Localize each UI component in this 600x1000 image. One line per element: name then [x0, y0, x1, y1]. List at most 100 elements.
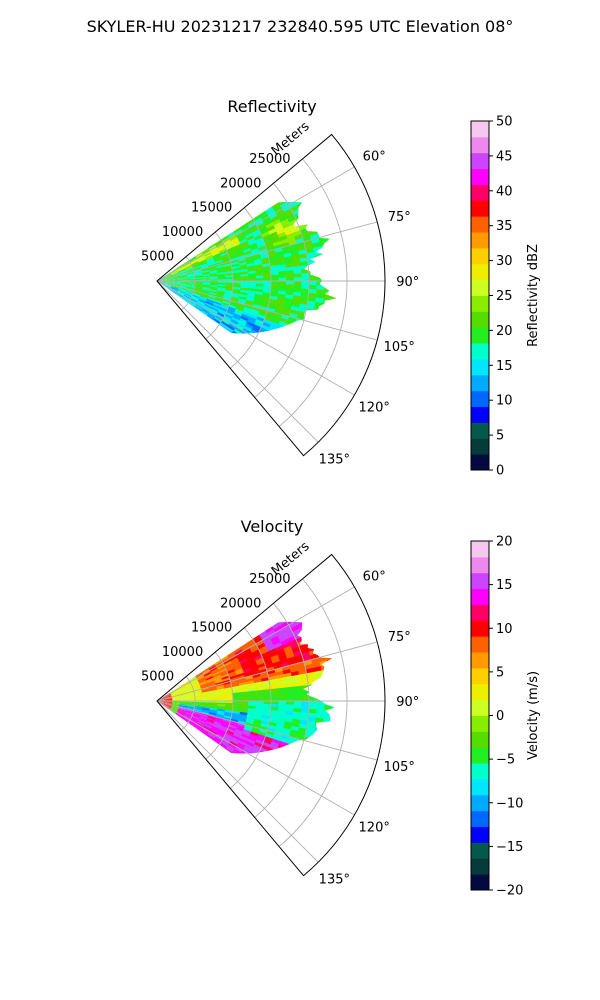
radar-cell [303, 201, 314, 206]
radar-cell [301, 376, 311, 385]
radial-axis-label: Meters [269, 119, 313, 159]
radar-cell [323, 644, 333, 652]
colorbar-tick-label: 50 [496, 115, 513, 130]
range-ring [254, 183, 310, 398]
radar-cell [302, 632, 313, 641]
radial-tick-label: 20000 [220, 596, 261, 611]
radar-cell [316, 267, 325, 274]
colorbar-swatch [471, 699, 489, 716]
radar-cell [308, 746, 318, 754]
radar-cell [292, 376, 301, 385]
radar-cell [315, 683, 325, 689]
radar-cell [304, 181, 314, 190]
range-ring [254, 603, 310, 818]
radar-cell [313, 337, 322, 344]
radar-cell [327, 732, 336, 740]
radar-cell [301, 766, 310, 774]
radar-cell [316, 646, 326, 654]
radar-cell [304, 636, 314, 645]
colorbar-tick-label: 5 [496, 429, 504, 444]
radar-cell [309, 209, 320, 218]
radar-cell [330, 677, 336, 684]
radar-cell [316, 626, 327, 635]
radar-cell [238, 335, 246, 342]
colorbar-swatch [471, 136, 489, 154]
radar-cell [323, 330, 333, 334]
radar-cell [285, 343, 294, 350]
range-ring [205, 651, 234, 760]
radar-cell [255, 350, 264, 358]
radar-cell [312, 314, 321, 321]
radar-cell [313, 638, 323, 646]
radar-cell [297, 186, 306, 194]
colorbar-swatch [471, 715, 489, 732]
radar-cell [331, 271, 337, 277]
radar-cell [272, 337, 281, 344]
radar-cell [328, 308, 337, 315]
azimuth-spoke [156, 641, 378, 702]
radar-cell [299, 204, 309, 213]
radar-cell [320, 215, 330, 224]
radar-cell [305, 201, 316, 210]
figure-title: SKYLER-HU 20231217 232840.595 UTC Elevat… [87, 17, 514, 36]
colorbar-swatch [471, 438, 489, 455]
radar-cell [284, 746, 294, 754]
radar-cell [331, 281, 337, 287]
radar-cell [257, 347, 266, 354]
radar-cell [307, 625, 318, 634]
radar-cell [265, 769, 274, 777]
colorbar-swatch [471, 874, 489, 891]
range-ring [278, 158, 348, 427]
colorbar-swatch [471, 263, 489, 281]
colorbar-tick-label: −5 [496, 753, 515, 768]
radar-cell [327, 242, 337, 250]
colorbar-swatch [471, 667, 489, 685]
radar-cell [322, 253, 331, 260]
radar-cell [255, 770, 264, 778]
radar-cell [327, 662, 336, 670]
radar-cell [314, 752, 324, 754]
colorbar-tick-label: 0 [496, 709, 504, 724]
radar-cell [283, 750, 293, 754]
radar-cell [297, 788, 306, 796]
colorbar-swatch [471, 200, 489, 217]
radar-cell [328, 247, 337, 255]
radar-cell [315, 263, 325, 269]
radar-cell [285, 763, 294, 770]
radar-cell [303, 621, 314, 626]
colorbar-tick-label: −15 [496, 840, 523, 855]
radar-cell [315, 352, 324, 360]
radar-cell [239, 332, 249, 334]
radial-axis-label: Meters [269, 539, 313, 579]
radar-cell [314, 202, 325, 211]
colorbar-tick-label: 45 [496, 149, 513, 164]
colorbar-swatch [471, 636, 489, 653]
radar-cell [284, 347, 293, 355]
radar-cell [331, 691, 336, 697]
radar-cell [322, 673, 331, 680]
radar-cell [279, 760, 288, 767]
radar-cell [288, 368, 297, 376]
radar-cell [321, 219, 332, 228]
radar-cell [303, 342, 312, 350]
radial-tick-label: 10000 [162, 225, 203, 240]
radar-cell [331, 710, 336, 716]
radar-cell [322, 258, 332, 264]
radar-cell [238, 755, 246, 762]
radar-cell [257, 767, 266, 774]
colorbar-swatch [471, 810, 489, 828]
radar-cell [270, 760, 279, 767]
colorbar-tick-label: 15 [496, 578, 513, 593]
radar-cell [323, 687, 333, 693]
radar-cell [316, 687, 325, 694]
radar-cell [311, 213, 321, 222]
colorbar-tick-label: 10 [496, 394, 513, 409]
velocity-grid [156, 553, 386, 877]
sector-frame [156, 553, 386, 877]
reflectivity-title: Reflectivity [227, 97, 316, 116]
radar-cell [322, 335, 331, 342]
radar-cell [312, 621, 323, 627]
radar-cell [295, 792, 304, 801]
radar-cell [301, 208, 311, 217]
